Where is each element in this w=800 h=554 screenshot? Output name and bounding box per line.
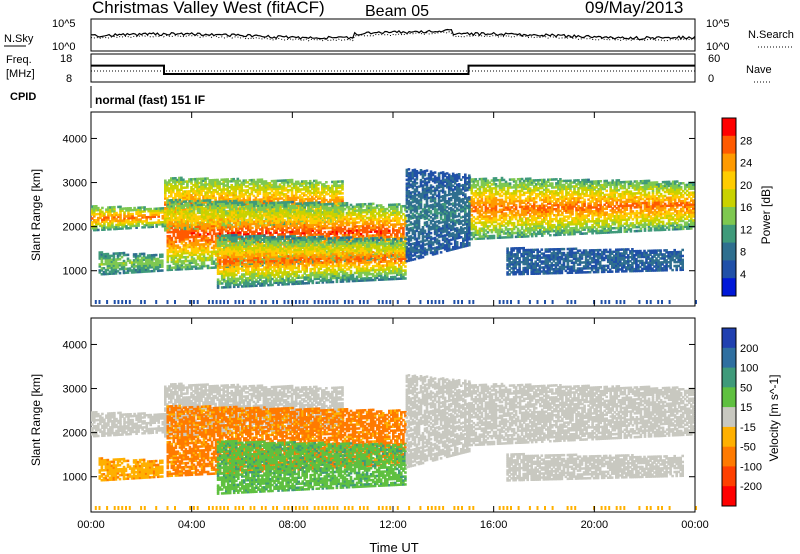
power-cell xyxy=(209,199,212,202)
noise-right-label: N.Search xyxy=(748,29,794,41)
power-cell xyxy=(291,201,294,204)
power-cell xyxy=(179,199,182,202)
power-cell xyxy=(119,272,122,275)
power-cell xyxy=(251,227,254,230)
power-cell xyxy=(155,254,158,256)
power-cell xyxy=(113,206,116,209)
date-label: 09/May/2013 xyxy=(585,0,683,17)
power-cell xyxy=(295,207,298,210)
power-cell xyxy=(161,254,164,257)
power-cell xyxy=(127,254,130,257)
freq-tick-top: 18 xyxy=(60,53,72,65)
power-cell xyxy=(317,187,320,190)
power-cell xyxy=(341,192,344,195)
power-cell xyxy=(346,202,349,205)
nave-tick-bottom: 0 xyxy=(708,73,714,85)
noise-right-tick-bottom: 10^0 xyxy=(706,41,730,53)
power-cell xyxy=(131,213,134,216)
power-cell xyxy=(97,229,100,232)
power-cell xyxy=(325,181,328,184)
power-cell xyxy=(214,197,217,200)
plot-title: Christmas Valley West (fitACF) xyxy=(92,0,325,17)
power-cell xyxy=(341,180,344,183)
beam-label: Beam 05 xyxy=(365,3,429,20)
noise-left-tick-bottom: 10^0 xyxy=(52,41,76,53)
nave-tick-top: 60 xyxy=(708,53,720,65)
freq-panel-frame xyxy=(91,54,695,82)
power-cell xyxy=(372,203,375,206)
freq-label-1: Freq. xyxy=(6,54,32,66)
power-cell xyxy=(101,207,104,210)
freq-label-2: [MHz] xyxy=(6,68,35,80)
freq-line xyxy=(91,66,695,74)
noise-left-label: N.Sky xyxy=(4,33,34,45)
freq-tick-bottom: 8 xyxy=(66,73,72,85)
power-cell xyxy=(161,259,164,262)
power-cell xyxy=(341,196,344,199)
noise-left-tick-top: 10^5 xyxy=(52,18,76,30)
power-cell xyxy=(143,253,146,256)
power-cell xyxy=(161,269,164,272)
nave-label: Nave xyxy=(746,64,772,76)
noise-right-tick-top: 10^5 xyxy=(706,18,730,30)
power-cell xyxy=(291,179,294,182)
cpid-value: normal (fast) 151 IF xyxy=(95,93,205,107)
cpid-label: CPID xyxy=(10,91,36,103)
noise-panel-frame xyxy=(91,19,695,51)
power-cell xyxy=(388,230,391,233)
